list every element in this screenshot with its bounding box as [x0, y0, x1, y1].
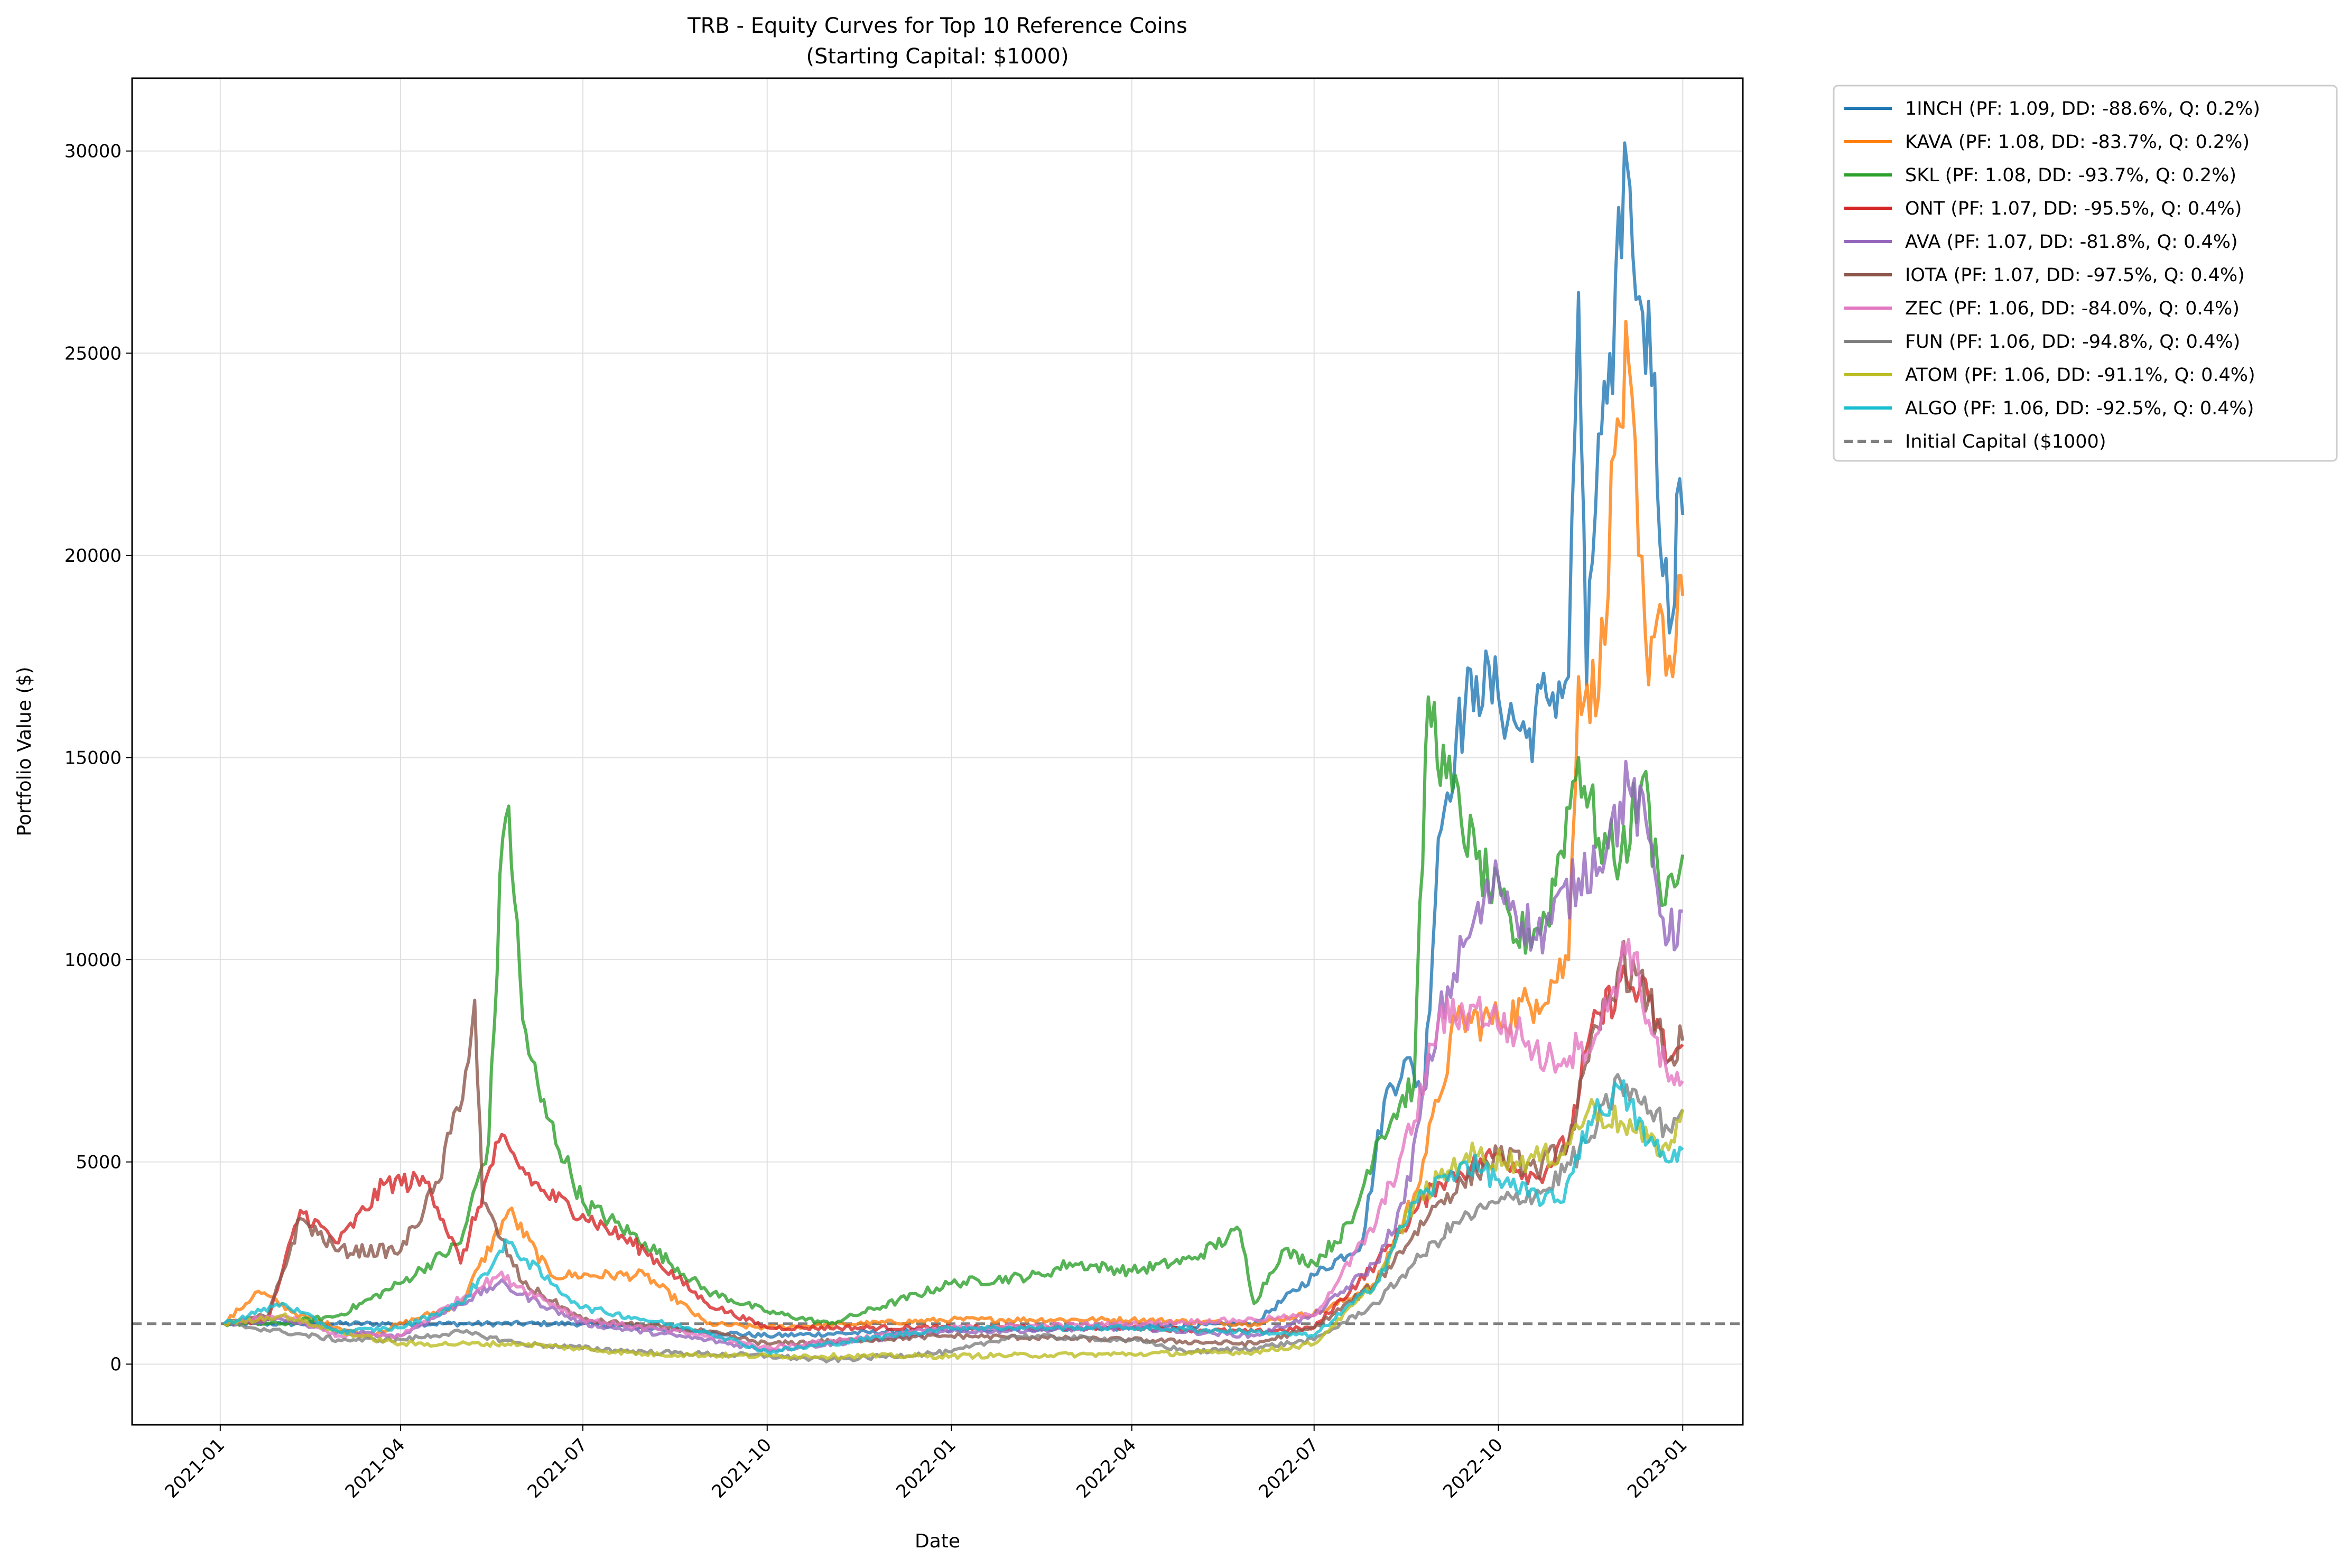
legend-item-1inch: 1INCH (PF: 1.09, DD: -88.6%, Q: 0.2%): [1844, 98, 2260, 119]
legend-label: KAVA (PF: 1.08, DD: -83.7%, Q: 0.2%): [1905, 132, 2250, 153]
legend-box: [1833, 85, 2338, 462]
legend-item-fun: FUN (PF: 1.06, DD: -94.8%, Q: 0.4%): [1844, 331, 2240, 352]
legend-item-initial-capital: Initial Capital ($1000): [1844, 431, 2106, 452]
legend-item-algo: ALGO (PF: 1.06, DD: -92.5%, Q: 0.4%): [1844, 398, 2254, 419]
legend-item-zec: ZEC (PF: 1.06, DD: -84.0%, Q: 0.4%): [1844, 298, 2240, 319]
y-tick-label: 10000: [64, 950, 122, 971]
chart-subtitle: (Starting Capital: $1000): [806, 44, 1069, 69]
y-tick-label: 25000: [64, 343, 122, 364]
legend-label: 1INCH (PF: 1.09, DD: -88.6%, Q: 0.2%): [1905, 98, 2260, 119]
y-axis-label: Portfolio Value ($): [14, 667, 35, 837]
legend-item-kava: KAVA (PF: 1.08, DD: -83.7%, Q: 0.2%): [1844, 132, 2250, 153]
y-tick-label: 15000: [64, 747, 122, 768]
series-line-skl: [223, 695, 1685, 1328]
series-line-iota: [223, 940, 1685, 1348]
y-tick-label: 20000: [64, 545, 122, 567]
legend-item-iota: IOTA (PF: 1.07, DD: -97.5%, Q: 0.4%): [1844, 265, 2245, 286]
series-line-fun: [224, 1073, 1684, 1363]
legend-label: Initial Capital ($1000): [1905, 431, 2106, 452]
legend-label: ALGO (PF: 1.06, DD: -92.5%, Q: 0.4%): [1905, 398, 2254, 419]
legend-label: ONT (PF: 1.07, DD: -95.5%, Q: 0.4%): [1905, 198, 2242, 219]
legend-item-ava: AVA (PF: 1.07, DD: -81.8%, Q: 0.4%): [1844, 231, 2238, 253]
plot-frame: [131, 77, 1744, 1426]
legend-items: 1INCH (PF: 1.09, DD: -88.6%, Q: 0.2%) KAV…: [1844, 98, 2260, 452]
series-lines: [223, 141, 1685, 1363]
legend-label: FUN (PF: 1.06, DD: -94.8%, Q: 0.4%): [1905, 331, 2240, 352]
legend-item-atom: ATOM (PF: 1.06, DD: -91.1%, Q: 0.4%): [1844, 365, 2255, 386]
legend-label: SKL (PF: 1.08, DD: -93.7%, Q: 0.2%): [1905, 165, 2236, 186]
legend-label: ZEC (PF: 1.06, DD: -84.0%, Q: 0.4%): [1905, 298, 2240, 319]
x-axis-label: Date: [915, 1530, 960, 1552]
legend-label: IOTA (PF: 1.07, DD: -97.5%, Q: 0.4%): [1905, 265, 2245, 286]
chart-title: TRB - Equity Curves for Top 10 Reference…: [687, 14, 1187, 38]
legend-item-ont: ONT (PF: 1.07, DD: -95.5%, Q: 0.4%): [1844, 198, 2242, 219]
y-axis-ticks: 0 5000 10000 15000 20000 25000 30000: [64, 141, 132, 1375]
series-line-atom: [224, 1098, 1685, 1360]
series-line-kava: [223, 320, 1685, 1339]
y-tick-label: 5000: [76, 1152, 122, 1173]
y-tick-label: 0: [110, 1354, 122, 1375]
legend-label: ATOM (PF: 1.06, DD: -91.1%, Q: 0.4%): [1905, 365, 2255, 386]
y-tick-label: 30000: [64, 141, 122, 162]
legend-item-skl: SKL (PF: 1.08, DD: -93.7%, Q: 0.2%): [1844, 165, 2236, 186]
legend: 1INCH (PF: 1.09, DD: -88.6%, Q: 0.2%) KAV…: [1833, 85, 2338, 462]
series-line-algo: [223, 1079, 1684, 1355]
legend-label: AVA (PF: 1.07, DD: -81.8%, Q: 0.4%): [1905, 231, 2238, 253]
